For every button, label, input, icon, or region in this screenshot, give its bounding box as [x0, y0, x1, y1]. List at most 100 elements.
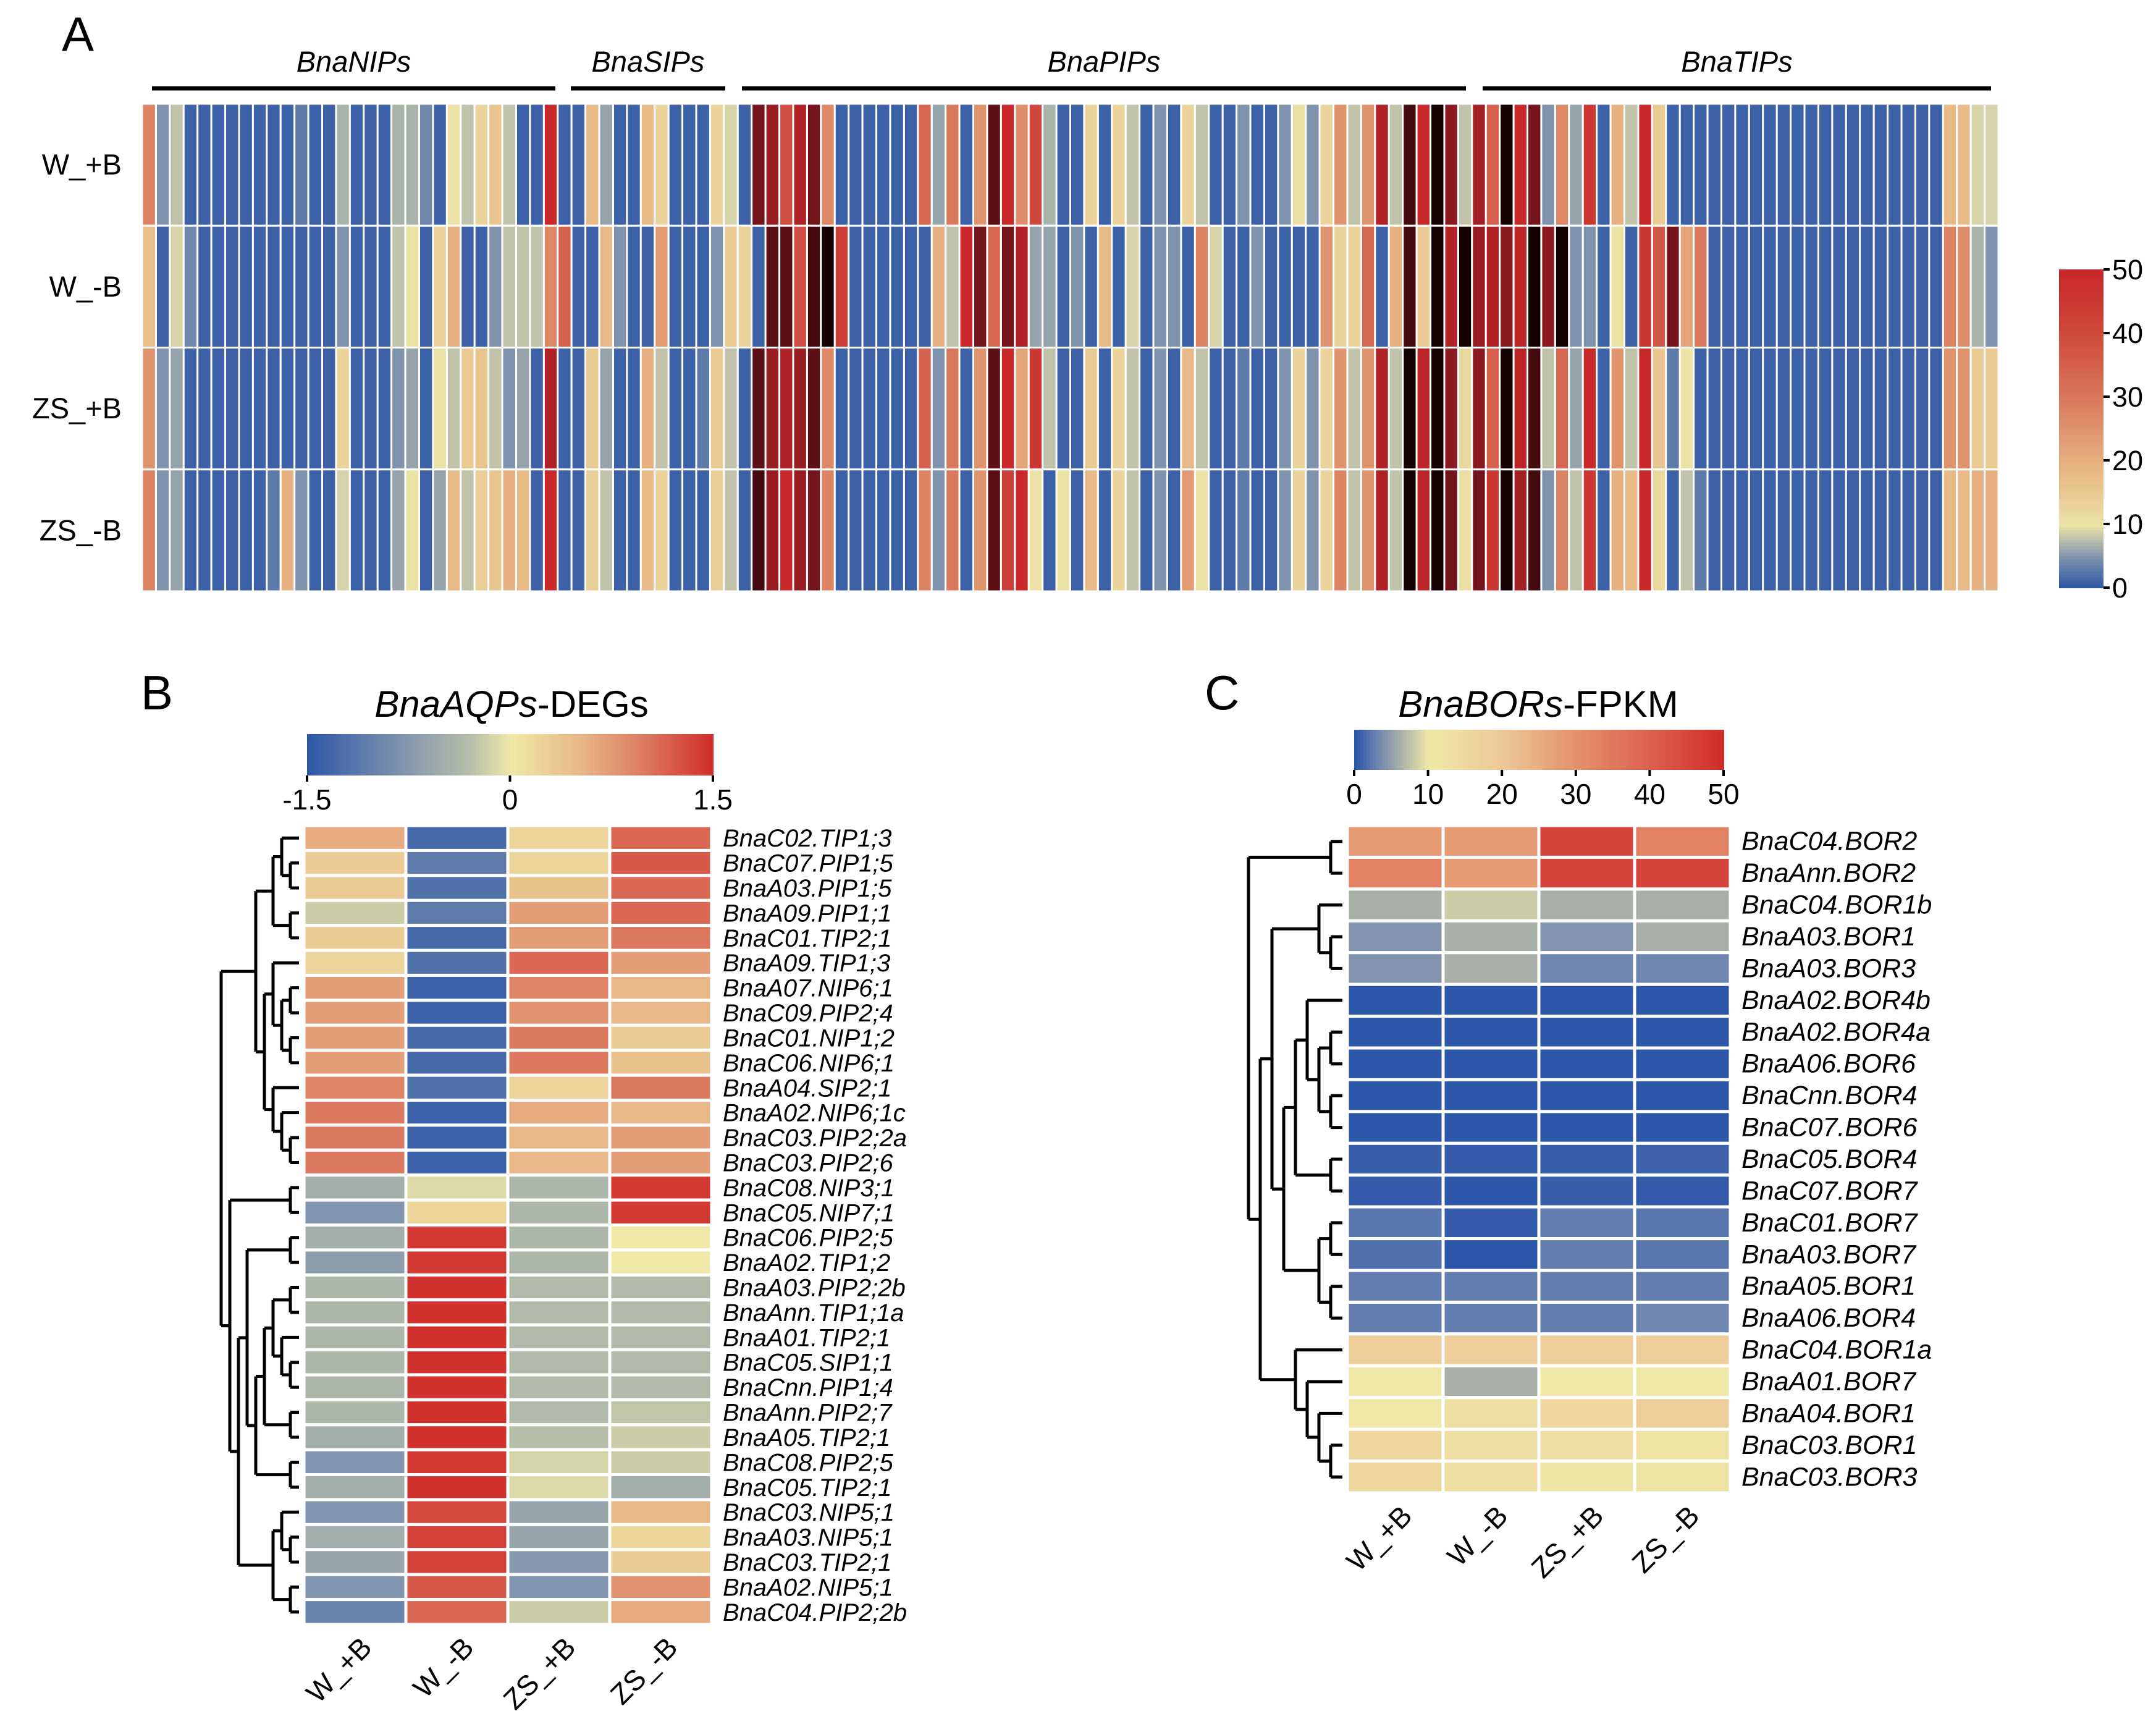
colorbar-segment — [1403, 730, 1407, 770]
heatmap-cell — [1537, 1300, 1636, 1336]
colorbar-segment — [2059, 486, 2103, 490]
colorbar-segment — [1686, 730, 1691, 770]
heatmap-cell — [709, 224, 725, 349]
heatmap-cell — [833, 103, 850, 227]
colorbar-segment — [462, 734, 467, 775]
heatmap-cell — [1277, 468, 1293, 593]
colorbar-segment — [693, 734, 697, 775]
heatmap-cell — [404, 973, 510, 1002]
heatmap-cell — [1499, 347, 1515, 471]
colorbar-segment — [1575, 730, 1580, 770]
colorbar-segment — [1671, 730, 1675, 770]
heatmap-cell — [1208, 468, 1224, 593]
row-label: BnaC08.PIP2;5 — [723, 1449, 893, 1476]
heatmap-cell — [404, 1348, 510, 1377]
row-label: BnaAnn.TIP1;1a — [723, 1299, 904, 1327]
heatmap-cell — [506, 1573, 612, 1602]
colorbar-segment — [429, 734, 433, 775]
heatmap-cell — [1027, 103, 1044, 227]
heatmap-cell — [1083, 224, 1099, 349]
heatmap-cell — [1318, 468, 1335, 593]
heatmap-cell — [1249, 468, 1265, 593]
column-label: W_-B — [406, 1631, 479, 1704]
heatmap-cell — [1305, 468, 1321, 593]
heatmap-cell — [889, 347, 905, 471]
heatmap-cell — [1914, 347, 1931, 471]
heatmap-cell — [1027, 224, 1044, 349]
heatmap-cell — [1859, 224, 1875, 349]
heatmap-cell — [930, 103, 947, 227]
heatmap-cell — [348, 468, 365, 593]
heatmap-cell — [1859, 347, 1875, 471]
panel-a-heatmap: W_+B W_-B ZS_+B ZS_-B BnaNIPs BnaSIPs BnaPIPs B… — [32, 45, 2143, 604]
heatmap-cell — [608, 1049, 714, 1077]
heatmap-cell — [639, 347, 656, 471]
heatmap-cell — [302, 1298, 408, 1327]
row-label: BnaC05.TIP2;1 — [723, 1474, 892, 1502]
heatmap-cell — [1900, 224, 1916, 349]
colorbar-segment — [422, 734, 426, 775]
heatmap-cell — [1402, 103, 1418, 227]
heatmap-cell — [404, 1148, 510, 1177]
heatmap-cell — [506, 1348, 612, 1377]
heatmap-cell — [1402, 224, 1418, 349]
heatmap-cell — [681, 224, 697, 349]
heatmap-cell — [1633, 1300, 1732, 1336]
colorbar-segment — [621, 734, 626, 775]
colorbar-segment — [1708, 730, 1712, 770]
heatmap-cell — [1499, 224, 1515, 349]
heatmap-cell — [608, 1348, 714, 1377]
heatmap-cell — [302, 1323, 408, 1352]
colorbar-segment — [540, 734, 545, 775]
colorbar-segment — [1471, 730, 1475, 770]
colorbar-segment — [2059, 514, 2103, 518]
heatmap-cell — [1831, 224, 1847, 349]
heatmap-cell — [608, 1598, 714, 1626]
heatmap-cell — [1633, 1205, 1732, 1241]
heatmap-cell — [1249, 224, 1265, 349]
heatmap-cell — [542, 224, 559, 349]
heatmap-cell — [506, 1473, 612, 1502]
heatmap-cell — [1512, 224, 1529, 349]
heatmap-cell — [1208, 103, 1224, 227]
heatmap-cell — [695, 224, 711, 349]
heatmap-cell — [501, 103, 517, 227]
row-label: BnaA02.NIP6;1c — [723, 1100, 906, 1127]
heatmap-cell — [608, 874, 714, 902]
colorbar-segment — [2059, 336, 2103, 340]
heatmap-cell — [1499, 103, 1515, 227]
heatmap-cell — [1803, 224, 1819, 349]
heatmap-cell — [1817, 103, 1834, 227]
colorbar-segment — [2059, 282, 2103, 286]
heatmap-cell — [1512, 468, 1529, 593]
heatmap-cell — [1537, 1141, 1636, 1177]
colorbar-segment — [2059, 473, 2103, 477]
heatmap-cell — [1415, 224, 1432, 349]
colorbar-segment — [2059, 288, 2103, 293]
heatmap-cell — [861, 468, 878, 593]
heatmap-cell — [1775, 103, 1792, 227]
heatmap-cell — [1637, 347, 1653, 471]
colorbar-segment — [642, 734, 646, 775]
heatmap-cell — [751, 224, 767, 349]
heatmap-cell — [293, 347, 310, 471]
heatmap-cell — [506, 999, 612, 1027]
heatmap-cell — [723, 103, 739, 227]
row-label: BnaAnn.PIP2;7 — [723, 1400, 893, 1427]
heatmap-cell — [1678, 103, 1695, 227]
colorbar-segment — [689, 734, 694, 775]
heatmap-cell — [608, 1298, 714, 1327]
heatmap-cell — [1055, 347, 1071, 471]
heatmap-cell — [506, 1248, 612, 1277]
panel-label-c: C — [1205, 665, 1239, 720]
colorbar-segment — [1520, 730, 1525, 770]
heatmap-cell — [1537, 919, 1636, 955]
heatmap-cell — [363, 103, 379, 227]
heatmap-cell — [1984, 224, 2000, 349]
heatmap-cell — [1305, 347, 1321, 471]
colorbar-segment — [601, 734, 605, 775]
heatmap-cell — [1249, 347, 1265, 471]
heatmap-cell — [848, 468, 864, 593]
heatmap-cell — [1263, 347, 1279, 471]
heatmap-cell — [307, 347, 324, 471]
